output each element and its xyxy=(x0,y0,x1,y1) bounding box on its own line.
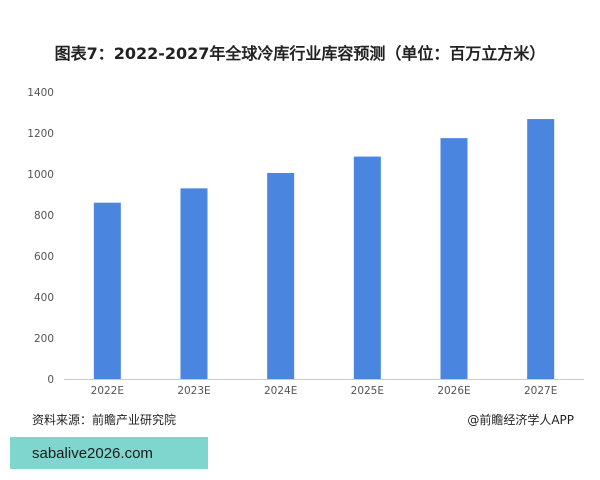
y-tick-label: 1000 xyxy=(27,169,54,181)
y-tick-label: 200 xyxy=(34,333,54,345)
y-tick-label: 800 xyxy=(34,210,54,222)
y-tick-label: 0 xyxy=(47,374,54,386)
overlay-url-text: sabalive2026.com xyxy=(32,444,153,462)
y-axis-ticks: 0 200 400 600 800 1000 1200 1400 xyxy=(27,87,54,386)
x-tick-label: 2027E xyxy=(524,385,557,397)
bar-2027E xyxy=(527,119,555,379)
x-tick-label: 2026E xyxy=(437,385,470,397)
bar-2023E xyxy=(180,188,208,379)
y-tick-label: 400 xyxy=(34,292,54,304)
x-tick-label: 2024E xyxy=(264,385,297,397)
x-axis-ticks: 2022E 2023E 2024E 2025E 2026E 2027E xyxy=(91,385,558,397)
overlay-url-box: sabalive2026.com xyxy=(10,437,208,469)
brand-note: @前瞻经济学人APP xyxy=(467,413,574,427)
bars xyxy=(93,119,555,379)
y-tick-label: 1400 xyxy=(27,87,54,99)
bar-2024E xyxy=(267,172,295,379)
bar-2022E xyxy=(93,202,121,379)
x-tick-label: 2025E xyxy=(351,385,384,397)
y-tick-label: 1200 xyxy=(27,128,54,140)
source-note: 资料来源：前瞻产业研究院 xyxy=(32,413,177,427)
x-tick-label: 2022E xyxy=(91,385,124,397)
bar-2025E xyxy=(353,156,381,379)
chart-title: 图表7：2022-2027年全球冷库行业库容预测（单位：百万立方米） xyxy=(54,44,546,63)
y-tick-label: 600 xyxy=(34,251,54,263)
bar-2026E xyxy=(440,138,468,379)
x-tick-label: 2023E xyxy=(177,385,210,397)
